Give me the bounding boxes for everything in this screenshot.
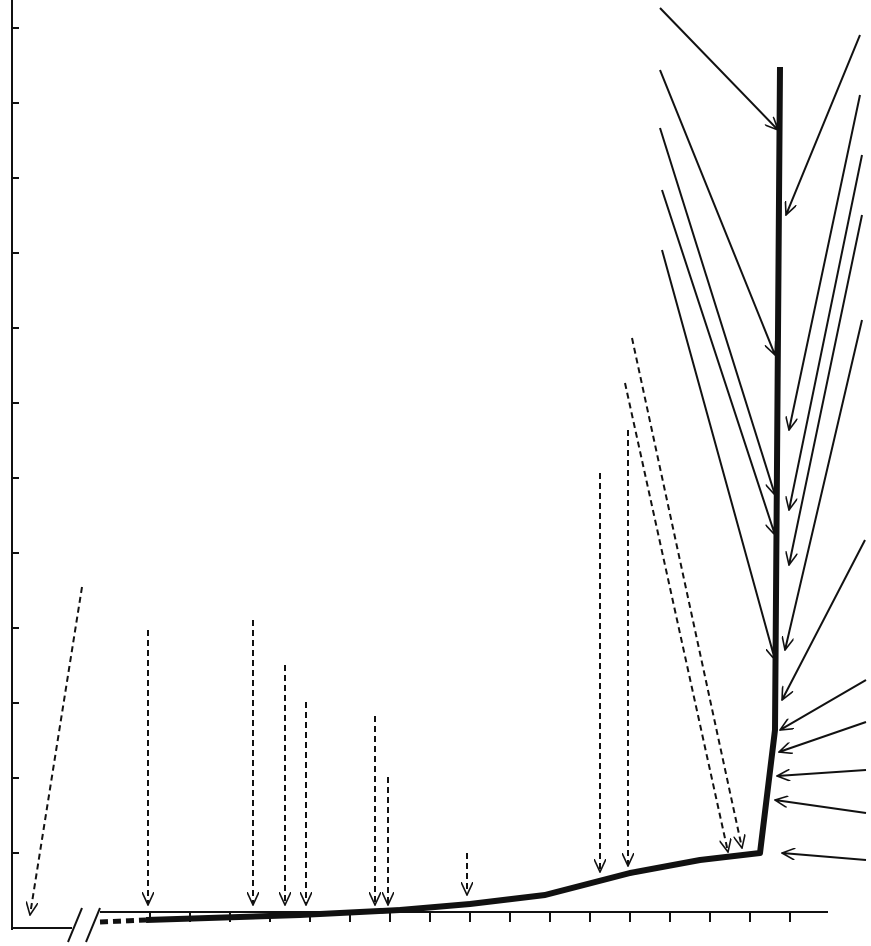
solid-arrow: [661, 249, 775, 660]
solid-arrow: [782, 853, 867, 861]
axis-break: [67, 907, 83, 943]
solid-arrow: [659, 7, 778, 130]
dashed-arrow: [631, 337, 742, 848]
solid-arrow: [789, 214, 863, 565]
solid-arrow: [779, 721, 867, 752]
solid-arrow: [777, 769, 867, 776]
solid-arrow: [786, 34, 861, 215]
solid-arrow: [661, 189, 775, 535]
curve: [145, 66, 783, 923]
curve-dashed: [99, 917, 147, 925]
solid-arrow: [785, 319, 863, 650]
solid-arrow: [659, 127, 775, 495]
dashed-arrow: [30, 586, 83, 915]
solid-arrow: [789, 154, 863, 510]
solid-arrow: [780, 679, 867, 730]
solid-arrow: [789, 94, 861, 430]
dashed-arrow: [624, 382, 728, 852]
solid-arrow: [781, 539, 866, 700]
solid-arrow: [775, 800, 867, 814]
axis-break: [85, 907, 101, 943]
solid-arrow: [659, 69, 775, 355]
